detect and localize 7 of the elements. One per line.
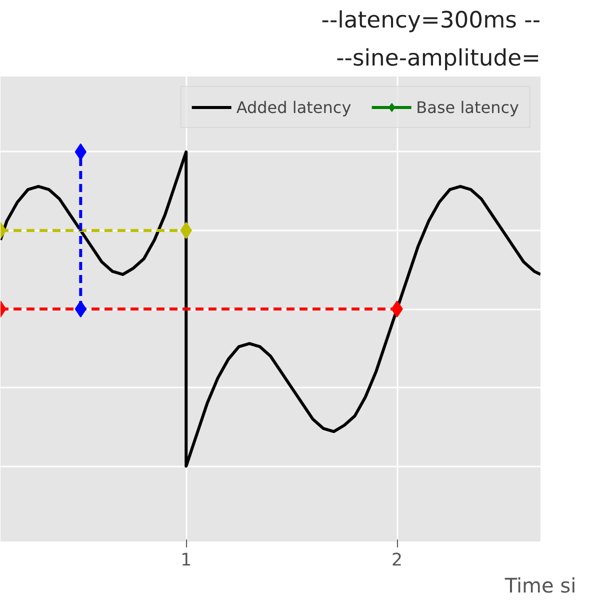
chart-title: --latency=300ms --	[321, 8, 541, 34]
legend-label: Base latency	[416, 98, 519, 116]
x-tick-label: 2	[392, 550, 403, 570]
x-tick-label: 1	[180, 550, 192, 570]
x-axis-title: Time si	[504, 574, 576, 598]
chart-subtitle: --sine-amplitude=	[336, 46, 541, 72]
legend-label: Added latency	[236, 98, 352, 116]
